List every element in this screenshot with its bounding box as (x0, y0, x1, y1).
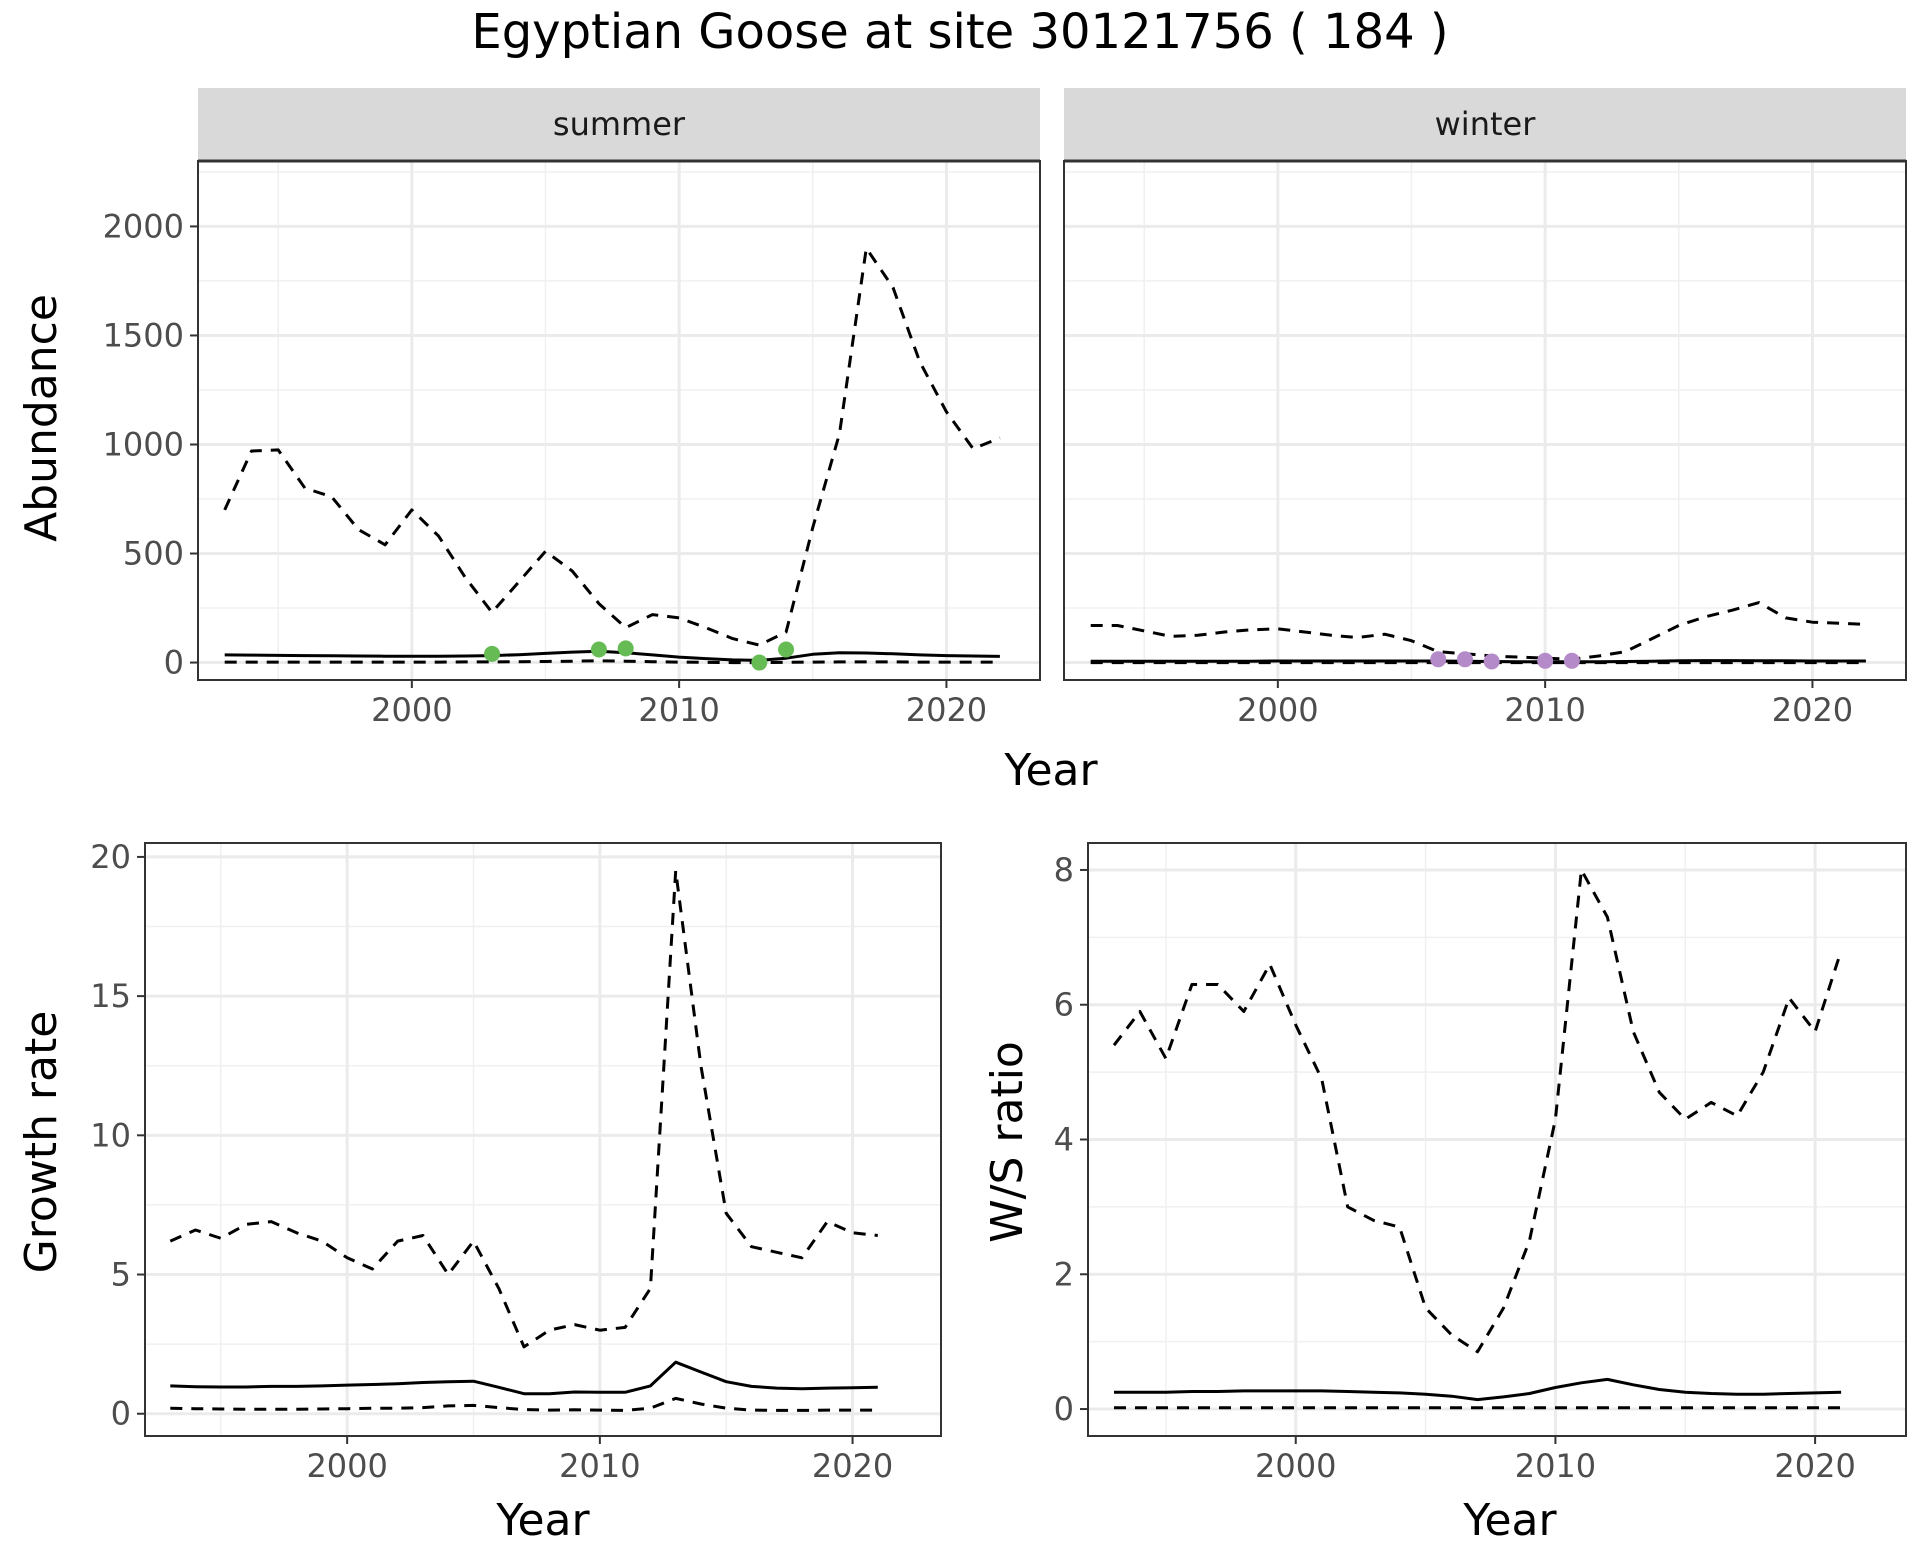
series-line-solid-0 (1114, 1377, 1842, 1402)
panel-winter-background (1064, 161, 1906, 680)
panel-summer-background (198, 161, 1040, 680)
panel-top-xlabel: Year (1003, 745, 1098, 796)
y-tick-label: 0 (111, 1395, 131, 1433)
series-line-dashed-2 (170, 1396, 878, 1412)
y-tick-label: 15 (90, 977, 131, 1015)
strip-winter-label: winter (1435, 105, 1537, 143)
panel-ws-ratio: 2000 2010 2020 0 2 4 6 8 (1054, 842, 1907, 1485)
y-tick-label: 0 (1054, 1390, 1074, 1428)
panel-winter-abundance: 2000 2010 2020 (1063, 160, 1907, 729)
y-tick-label: 10 (90, 1116, 131, 1154)
panel-growth-ylabel: Growth rate (16, 1011, 67, 1274)
data-point (484, 645, 501, 662)
y-tick-label: 1000 (103, 425, 184, 463)
panel-growth-background (145, 843, 941, 1436)
data-point (590, 641, 607, 658)
panel-ratio-xlabel: Year (1462, 1495, 1557, 1546)
panel-ratio-ylabel: W/S ratio (982, 1041, 1033, 1243)
y-tick-label: 4 (1054, 1121, 1074, 1159)
strip-winter-bg (1064, 88, 1906, 160)
data-point (778, 641, 795, 658)
x-tick-label: 2020 (1772, 691, 1853, 729)
x-tick-label: 2000 (371, 691, 452, 729)
data-point (617, 640, 634, 657)
y-tick-label: 2000 (103, 207, 184, 245)
series-line-solid-0 (170, 1360, 878, 1396)
x-tick-label: 2010 (1504, 691, 1585, 729)
data-point (1456, 651, 1473, 668)
x-tick-label: 2010 (559, 1447, 640, 1485)
series-line-dashed-1 (223, 246, 1001, 647)
series-line-dashed-1 (169, 869, 878, 1349)
strip-summer-label: summer (553, 105, 686, 143)
figure-title: Egyptian Goose at site 30121756 ( 184 ) (471, 4, 1448, 60)
x-tick-label: 2020 (1774, 1447, 1855, 1485)
strip-summer-bg (198, 88, 1040, 160)
y-tick-label: 20 (90, 838, 131, 876)
y-tick-label: 2 (1054, 1255, 1074, 1293)
x-tick-label: 2000 (1255, 1447, 1336, 1485)
y-tick-label: 5 (111, 1256, 131, 1294)
y-tick-label: 8 (1054, 851, 1074, 889)
data-point (751, 654, 768, 671)
panel-summer-abundance: 2000 2010 2020 0 500 1000 1500 2000 (103, 160, 1041, 729)
y-tick-label: 1500 (103, 316, 184, 354)
y-tick-label: 0 (164, 644, 184, 682)
y-tick-label: 500 (123, 535, 184, 573)
x-tick-label: 2010 (1515, 1447, 1596, 1485)
x-tick-label: 2000 (1237, 691, 1318, 729)
data-point (1483, 653, 1500, 670)
series-line-dashed-2 (224, 659, 1000, 665)
x-tick-label: 2010 (638, 691, 719, 729)
x-tick-label: 2000 (306, 1447, 387, 1485)
panel-growth-xlabel: Year (495, 1495, 590, 1546)
x-tick-label: 2020 (812, 1447, 893, 1485)
series-line-solid-0 (224, 649, 1000, 662)
panel-growth-rate: 2000 2010 2020 0 5 10 15 20 (90, 838, 942, 1485)
data-point (1430, 651, 1447, 668)
x-tick-label: 2020 (906, 691, 987, 729)
y-tick-label: 6 (1054, 986, 1074, 1024)
series-line-dashed-1 (1112, 868, 1843, 1354)
data-point (1537, 652, 1554, 669)
panel-growth-border (144, 842, 942, 1437)
series-line-dashed-1 (1090, 601, 1866, 661)
panel-top-ylabel: Abundance (16, 294, 67, 542)
data-point (1563, 652, 1580, 669)
